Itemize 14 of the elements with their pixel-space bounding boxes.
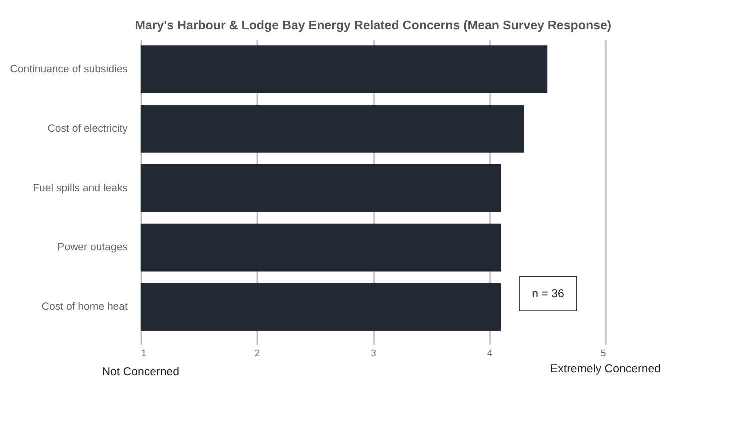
- x-tick-label: 1: [141, 348, 147, 360]
- annotation: n = 36: [532, 288, 564, 301]
- y-tick-label: Cost of electricity: [48, 122, 129, 135]
- chart-title: Mary's Harbour & Lodge Bay Energy Related Concerns (Mean Survey Response): [135, 18, 612, 32]
- x-tick-label: 4: [487, 348, 494, 360]
- y-tick-label: Fuel spills and leaks: [33, 182, 128, 194]
- y-tick-label: Power outages: [58, 242, 128, 254]
- x-tick-label: 3: [371, 348, 376, 360]
- y-tick-label: Cost of home heat: [42, 301, 128, 314]
- x-tick-label: 2: [254, 348, 260, 360]
- x-tick-label: 5: [600, 348, 606, 360]
- text: Extremely Concerned: [550, 363, 662, 376]
- text: Not Concerned: [102, 366, 180, 378]
- y-tick-label: Continuance of subsidies: [10, 63, 128, 76]
